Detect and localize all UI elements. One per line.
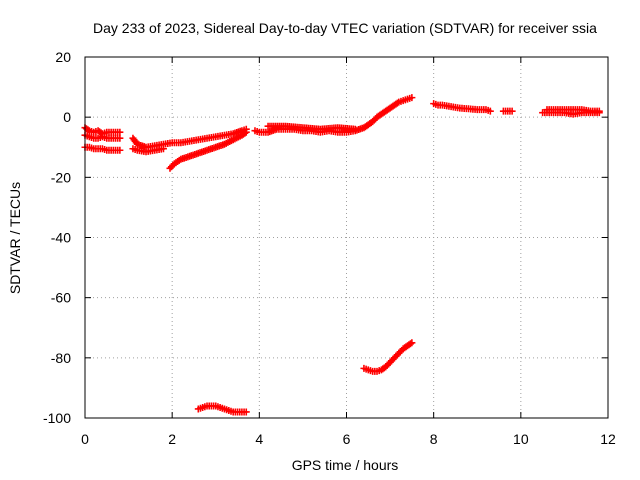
series-track-h: [264, 122, 359, 133]
y-tick-label: -60: [51, 290, 71, 306]
y-tick-label: -80: [51, 350, 71, 366]
x-tick-label: 10: [513, 431, 529, 447]
series-track-e: [129, 145, 167, 156]
series-track-d: [129, 125, 250, 151]
chart-title: Day 233 of 2023, Sidereal Day-to-day VTE…: [93, 20, 597, 36]
x-tick-label: 12: [600, 431, 616, 447]
series-track-j: [499, 107, 516, 115]
y-axis-label: SDTVAR / TECUs: [7, 182, 23, 294]
series-track-n: [360, 339, 416, 375]
x-tick-label: 4: [255, 431, 263, 447]
y-axis: -100 -80 -60 -40 -20 0 20: [43, 49, 608, 426]
y-tick-label: -40: [51, 230, 71, 246]
x-tick-label: 0: [81, 431, 89, 447]
grid: [85, 57, 608, 418]
y-tick-label: -100: [43, 410, 71, 426]
series-track-c: [81, 143, 124, 154]
x-tick-label: 2: [168, 431, 176, 447]
y-tick-label: -20: [51, 169, 71, 185]
x-axis: 0 2 4 6 8 10 12: [81, 57, 616, 447]
series-track-m: [194, 402, 250, 416]
x-axis-label: GPS time / hours: [292, 457, 399, 473]
series-track-i: [430, 100, 494, 115]
x-tick-label: 8: [430, 431, 438, 447]
series-track-l: [543, 106, 603, 115]
y-tick-label: 0: [63, 109, 71, 125]
series-track-f: [166, 128, 250, 172]
x-tick-label: 6: [343, 431, 351, 447]
y-tick-label: 20: [55, 49, 71, 65]
data-points: [81, 94, 603, 416]
